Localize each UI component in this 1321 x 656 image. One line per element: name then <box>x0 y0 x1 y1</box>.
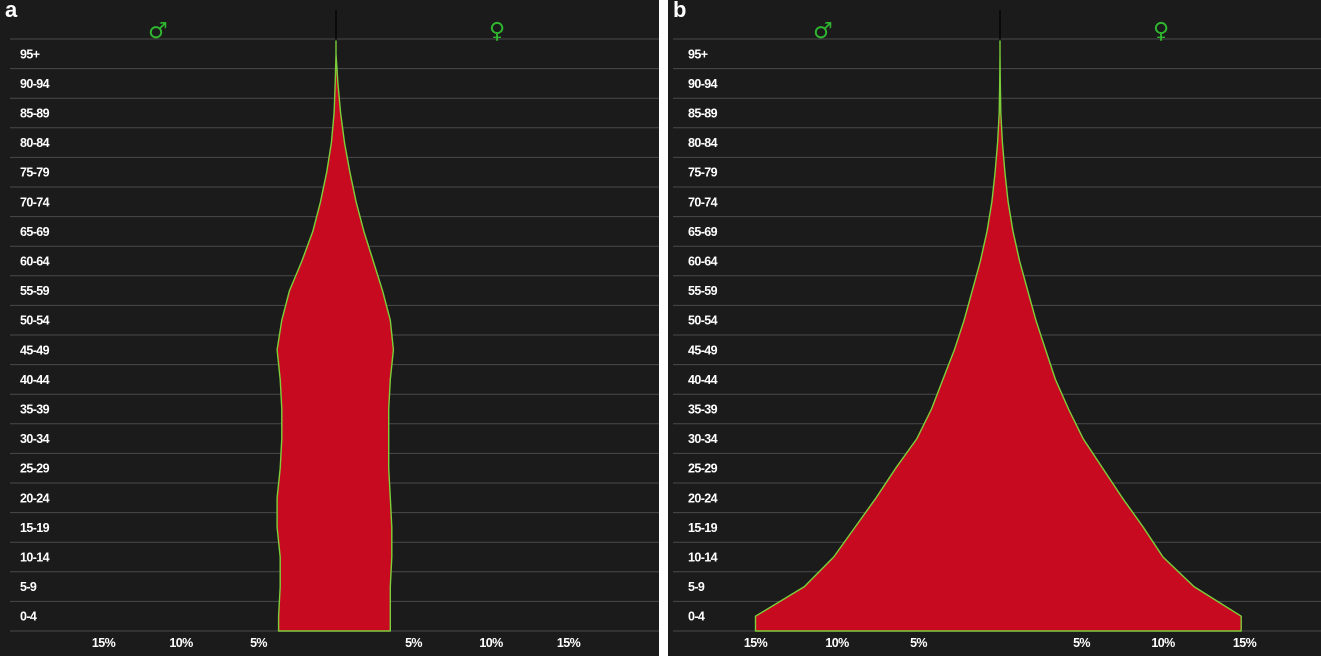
x-tick-label: 10% <box>169 636 193 650</box>
pyramid-panel-b: b 0-4 5-9 10-14 15-19 20-24 25-29 30-34 35-39 40… <box>668 0 1321 656</box>
age-label: 50-54 <box>20 314 50 328</box>
age-label: 15-19 <box>20 521 50 535</box>
age-label: 35-39 <box>688 403 718 417</box>
pyramid-chart-a: 0-4 5-9 10-14 15-19 20-24 25-29 30-34 35-39 40-4… <box>10 10 659 650</box>
female-symbol-icon: ♀ <box>1153 19 1169 44</box>
age-label: 30-34 <box>688 432 718 446</box>
age-label: 55-59 <box>20 284 50 298</box>
age-label: 90-94 <box>20 77 50 91</box>
age-label: 0-4 <box>20 610 37 624</box>
age-label: 85-89 <box>688 107 718 121</box>
pyramid-area <box>276 40 395 632</box>
age-label: 45-49 <box>688 343 718 357</box>
age-label: 35-39 <box>20 403 50 417</box>
age-label: 40-44 <box>20 373 50 387</box>
age-label: 70-74 <box>688 195 718 209</box>
x-tick-label: 15% <box>92 636 116 650</box>
x-tick-label: 5% <box>250 636 267 650</box>
age-label: 20-24 <box>20 491 50 505</box>
age-label: 50-54 <box>688 314 718 328</box>
age-label: 85-89 <box>20 107 50 121</box>
x-tick-label: 10% <box>479 636 503 650</box>
age-label: 90-94 <box>688 77 718 91</box>
x-tick-label: 5% <box>1073 636 1090 650</box>
age-label: 95+ <box>20 47 40 61</box>
age-label: 65-69 <box>20 225 50 239</box>
age-label: 30-34 <box>20 432 50 446</box>
age-label: 60-64 <box>688 255 718 269</box>
age-label: 55-59 <box>688 284 718 298</box>
age-label: 10-14 <box>688 551 718 565</box>
x-tick-label: 10% <box>1151 636 1175 650</box>
x-tick-label: 15% <box>1233 636 1257 650</box>
x-tick-label: 15% <box>744 636 768 650</box>
pyramid-chart-b: 0-4 5-9 10-14 15-19 20-24 25-29 30-34 35-39 40-4… <box>673 10 1321 650</box>
age-label: 75-79 <box>688 166 718 180</box>
female-symbol-icon: ♀ <box>489 19 505 44</box>
x-tick-label: 5% <box>910 636 927 650</box>
age-label: 5-9 <box>20 580 37 594</box>
panel-letter-a: a <box>5 0 18 22</box>
age-label: 15-19 <box>688 521 718 535</box>
age-label: 10-14 <box>20 551 50 565</box>
age-label: 25-29 <box>20 462 50 476</box>
male-symbol-icon: ♂ <box>813 19 833 44</box>
x-tick-label: 10% <box>825 636 849 650</box>
age-label: 5-9 <box>688 580 705 594</box>
age-label: 20-24 <box>688 491 718 505</box>
age-label: 0-4 <box>688 610 705 624</box>
age-label: 95+ <box>688 47 708 61</box>
panel-letter-b: b <box>673 0 687 22</box>
age-label: 80-84 <box>688 136 718 150</box>
pyramid-panel-a: a 0-4 5-9 10-14 15-19 20-24 25-29 30-34 35-39 40… <box>0 0 659 656</box>
male-symbol-icon: ♂ <box>148 19 168 44</box>
age-label: 80-84 <box>20 136 50 150</box>
x-tick-label: 5% <box>405 636 422 650</box>
age-label: 45-49 <box>20 343 50 357</box>
x-tick-label: 15% <box>557 636 581 650</box>
age-label: 75-79 <box>20 166 50 180</box>
age-label: 60-64 <box>20 255 50 269</box>
pyramid-area <box>754 40 1242 632</box>
age-label: 65-69 <box>688 225 718 239</box>
age-label: 40-44 <box>688 373 718 387</box>
age-label: 70-74 <box>20 195 50 209</box>
age-label: 25-29 <box>688 462 718 476</box>
